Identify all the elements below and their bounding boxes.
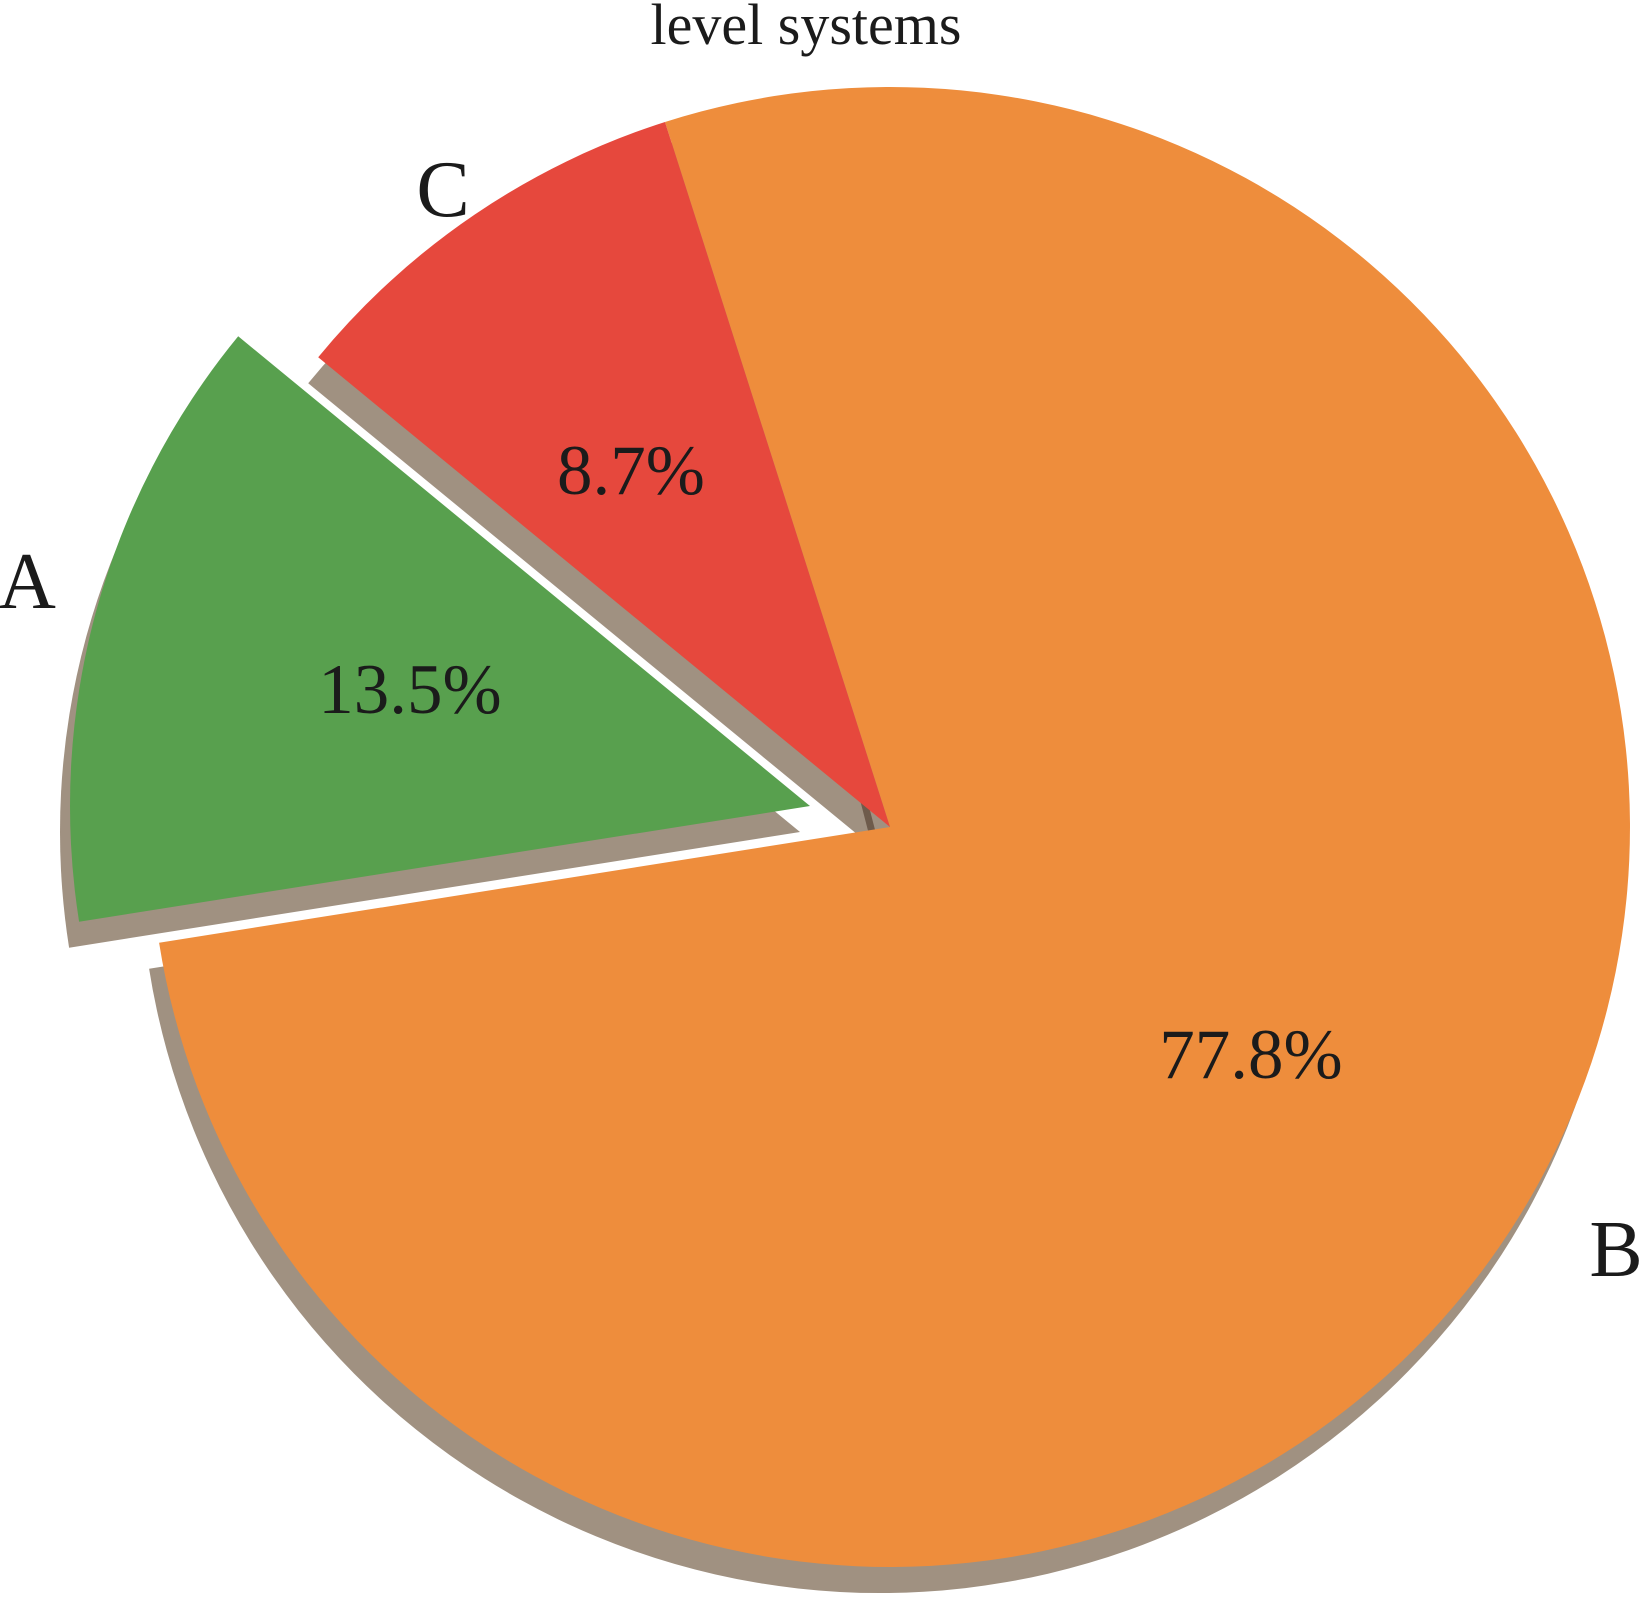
pie-slices-group (70, 86, 1630, 1567)
pie-labels-group: level systems A B C 13.5% 77.8% 8.7% (0, 0, 1643, 1294)
pie-slice-b (159, 86, 1630, 1567)
slice-label-c: C (416, 146, 469, 234)
slice-percent-a: 13.5% (318, 651, 501, 729)
slice-percent-c: 8.7% (557, 432, 705, 510)
chart-title: level systems (651, 0, 962, 57)
slice-label-b: B (1589, 1206, 1642, 1294)
slice-percent-b: 77.8% (1159, 1016, 1342, 1094)
pie-slice-c (318, 122, 890, 827)
slice-label-a: A (0, 538, 56, 626)
pie-slice-a (70, 336, 810, 922)
